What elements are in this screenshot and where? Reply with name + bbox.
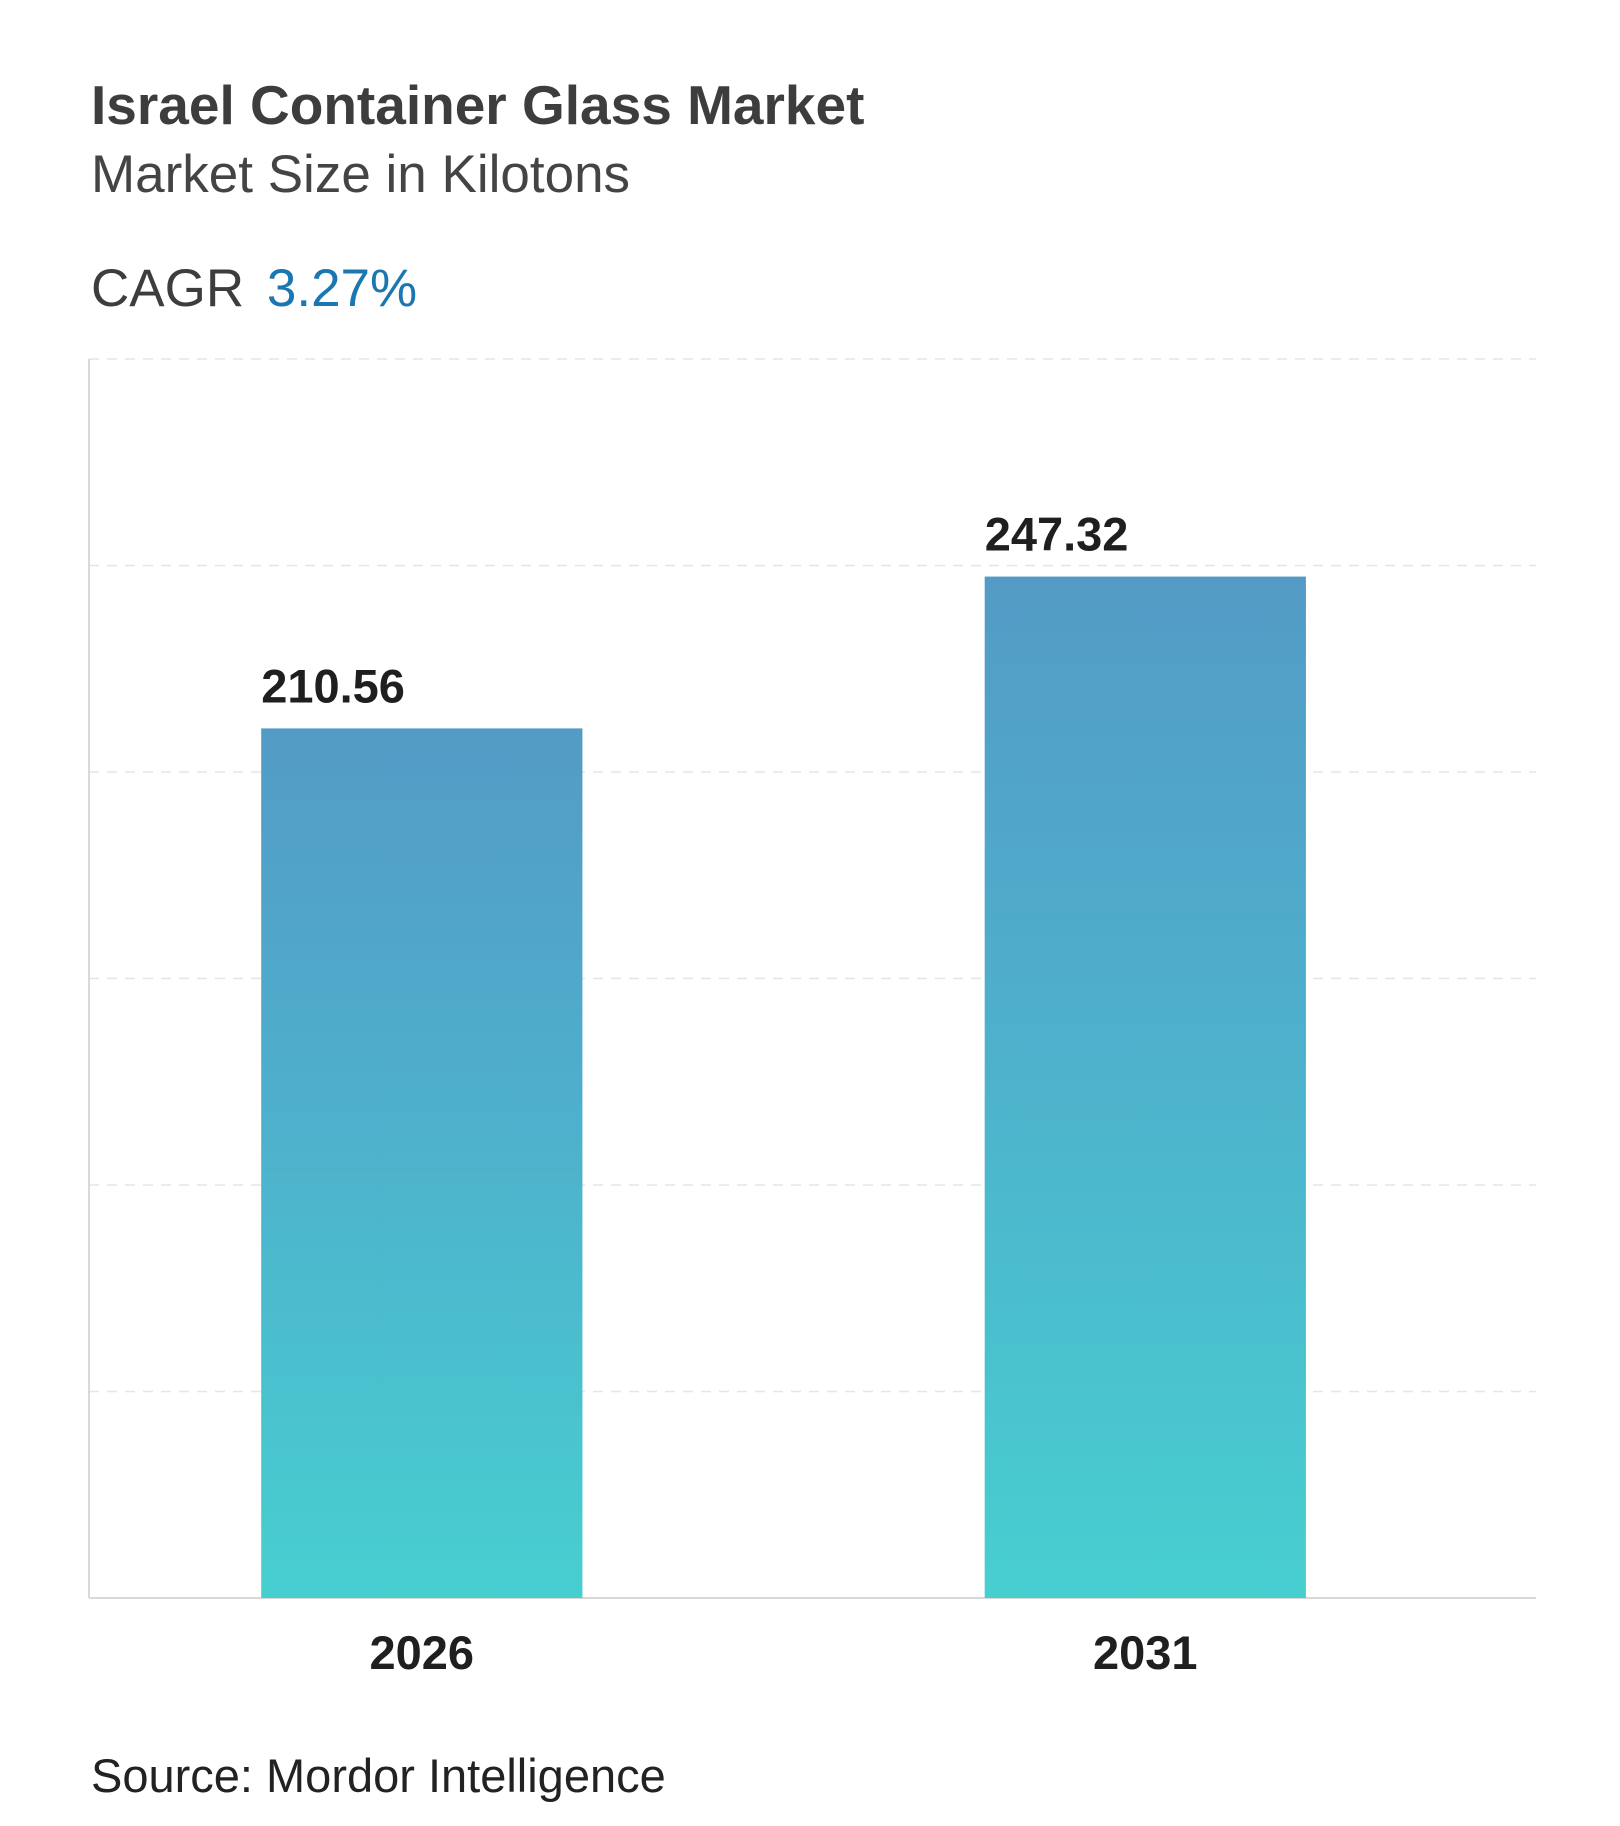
x-tick-label-2031: 2031 xyxy=(1093,1626,1198,1679)
chart-subtitle: Market Size in Kilotons xyxy=(91,145,631,204)
chart-title: Israel Container Glass Market xyxy=(91,74,865,136)
source-note: Source: Mordor Intelligence xyxy=(91,1749,666,1802)
bar-2026 xyxy=(261,728,583,1598)
value-label-2026: 210.56 xyxy=(261,659,405,712)
value-label-2031: 247.32 xyxy=(985,508,1129,561)
x-tick-label-2026: 2026 xyxy=(370,1626,475,1679)
cagr-value: 3.27% xyxy=(266,259,418,318)
bar-2031 xyxy=(984,576,1306,1598)
cagr-label: CAGR xyxy=(91,259,245,318)
value-labels: 210.56 247.32 xyxy=(261,508,1128,713)
bar-chart: 210.56 247.32 2026 2031 xyxy=(88,358,1536,1679)
bars xyxy=(261,576,1306,1598)
cagr-readout: CAGR 3.27% xyxy=(91,256,417,322)
x-tick-labels: 2026 2031 xyxy=(370,1626,1198,1679)
